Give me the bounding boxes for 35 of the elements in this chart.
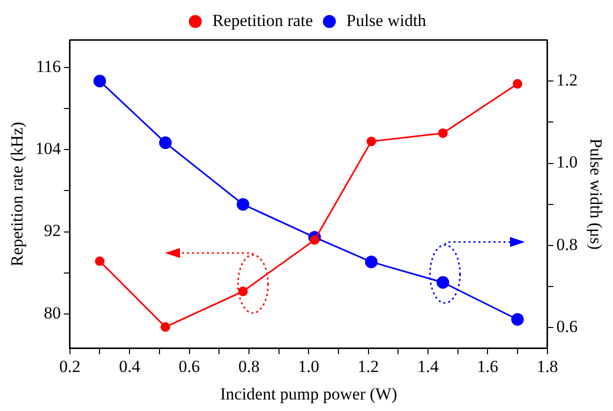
x-tick-label: 1.6	[477, 356, 498, 376]
y2-tick-label: 0.8	[556, 234, 578, 254]
x-tick-label: 1.2	[358, 356, 379, 376]
legend-label: Pulse width	[346, 10, 427, 30]
point	[238, 286, 248, 296]
y2-tick-label: 0.6	[556, 317, 578, 336]
point	[364, 256, 378, 268]
x-tick-label: 1.0	[298, 356, 320, 376]
y-tick-label: 80	[44, 303, 61, 322]
y-axis-title: Repetition rate (kHz)	[8, 122, 27, 266]
point	[436, 276, 450, 289]
legend-label: Repetition rate	[212, 10, 313, 30]
point	[310, 235, 320, 245]
y-tick-label: 116	[36, 56, 61, 76]
y-tick-label: 104	[35, 139, 62, 158]
x-tick-label: 0.8	[238, 356, 260, 376]
y2-axis-title: Pulse width (μs)	[586, 138, 606, 250]
point	[159, 136, 172, 150]
y2-tick-label: 1.2	[556, 70, 578, 90]
point	[438, 128, 448, 138]
y-tick-label: 92	[44, 221, 61, 240]
x-tick-label: 1.8	[536, 356, 558, 376]
point	[366, 136, 376, 146]
point	[236, 198, 250, 211]
x-tick-label: 0.2	[59, 356, 81, 376]
x-tick-label: 1.4	[417, 356, 440, 376]
x-tick-label: 0.6	[178, 356, 200, 376]
x-tick-label: 0.4	[118, 356, 141, 376]
y2-tick-label: 1.0	[556, 152, 578, 172]
point	[160, 322, 170, 332]
x-axis-title: Incident pump power (W)	[220, 384, 398, 404]
point	[93, 74, 106, 88]
point	[512, 79, 522, 89]
point	[511, 313, 524, 326]
point	[94, 256, 105, 266]
